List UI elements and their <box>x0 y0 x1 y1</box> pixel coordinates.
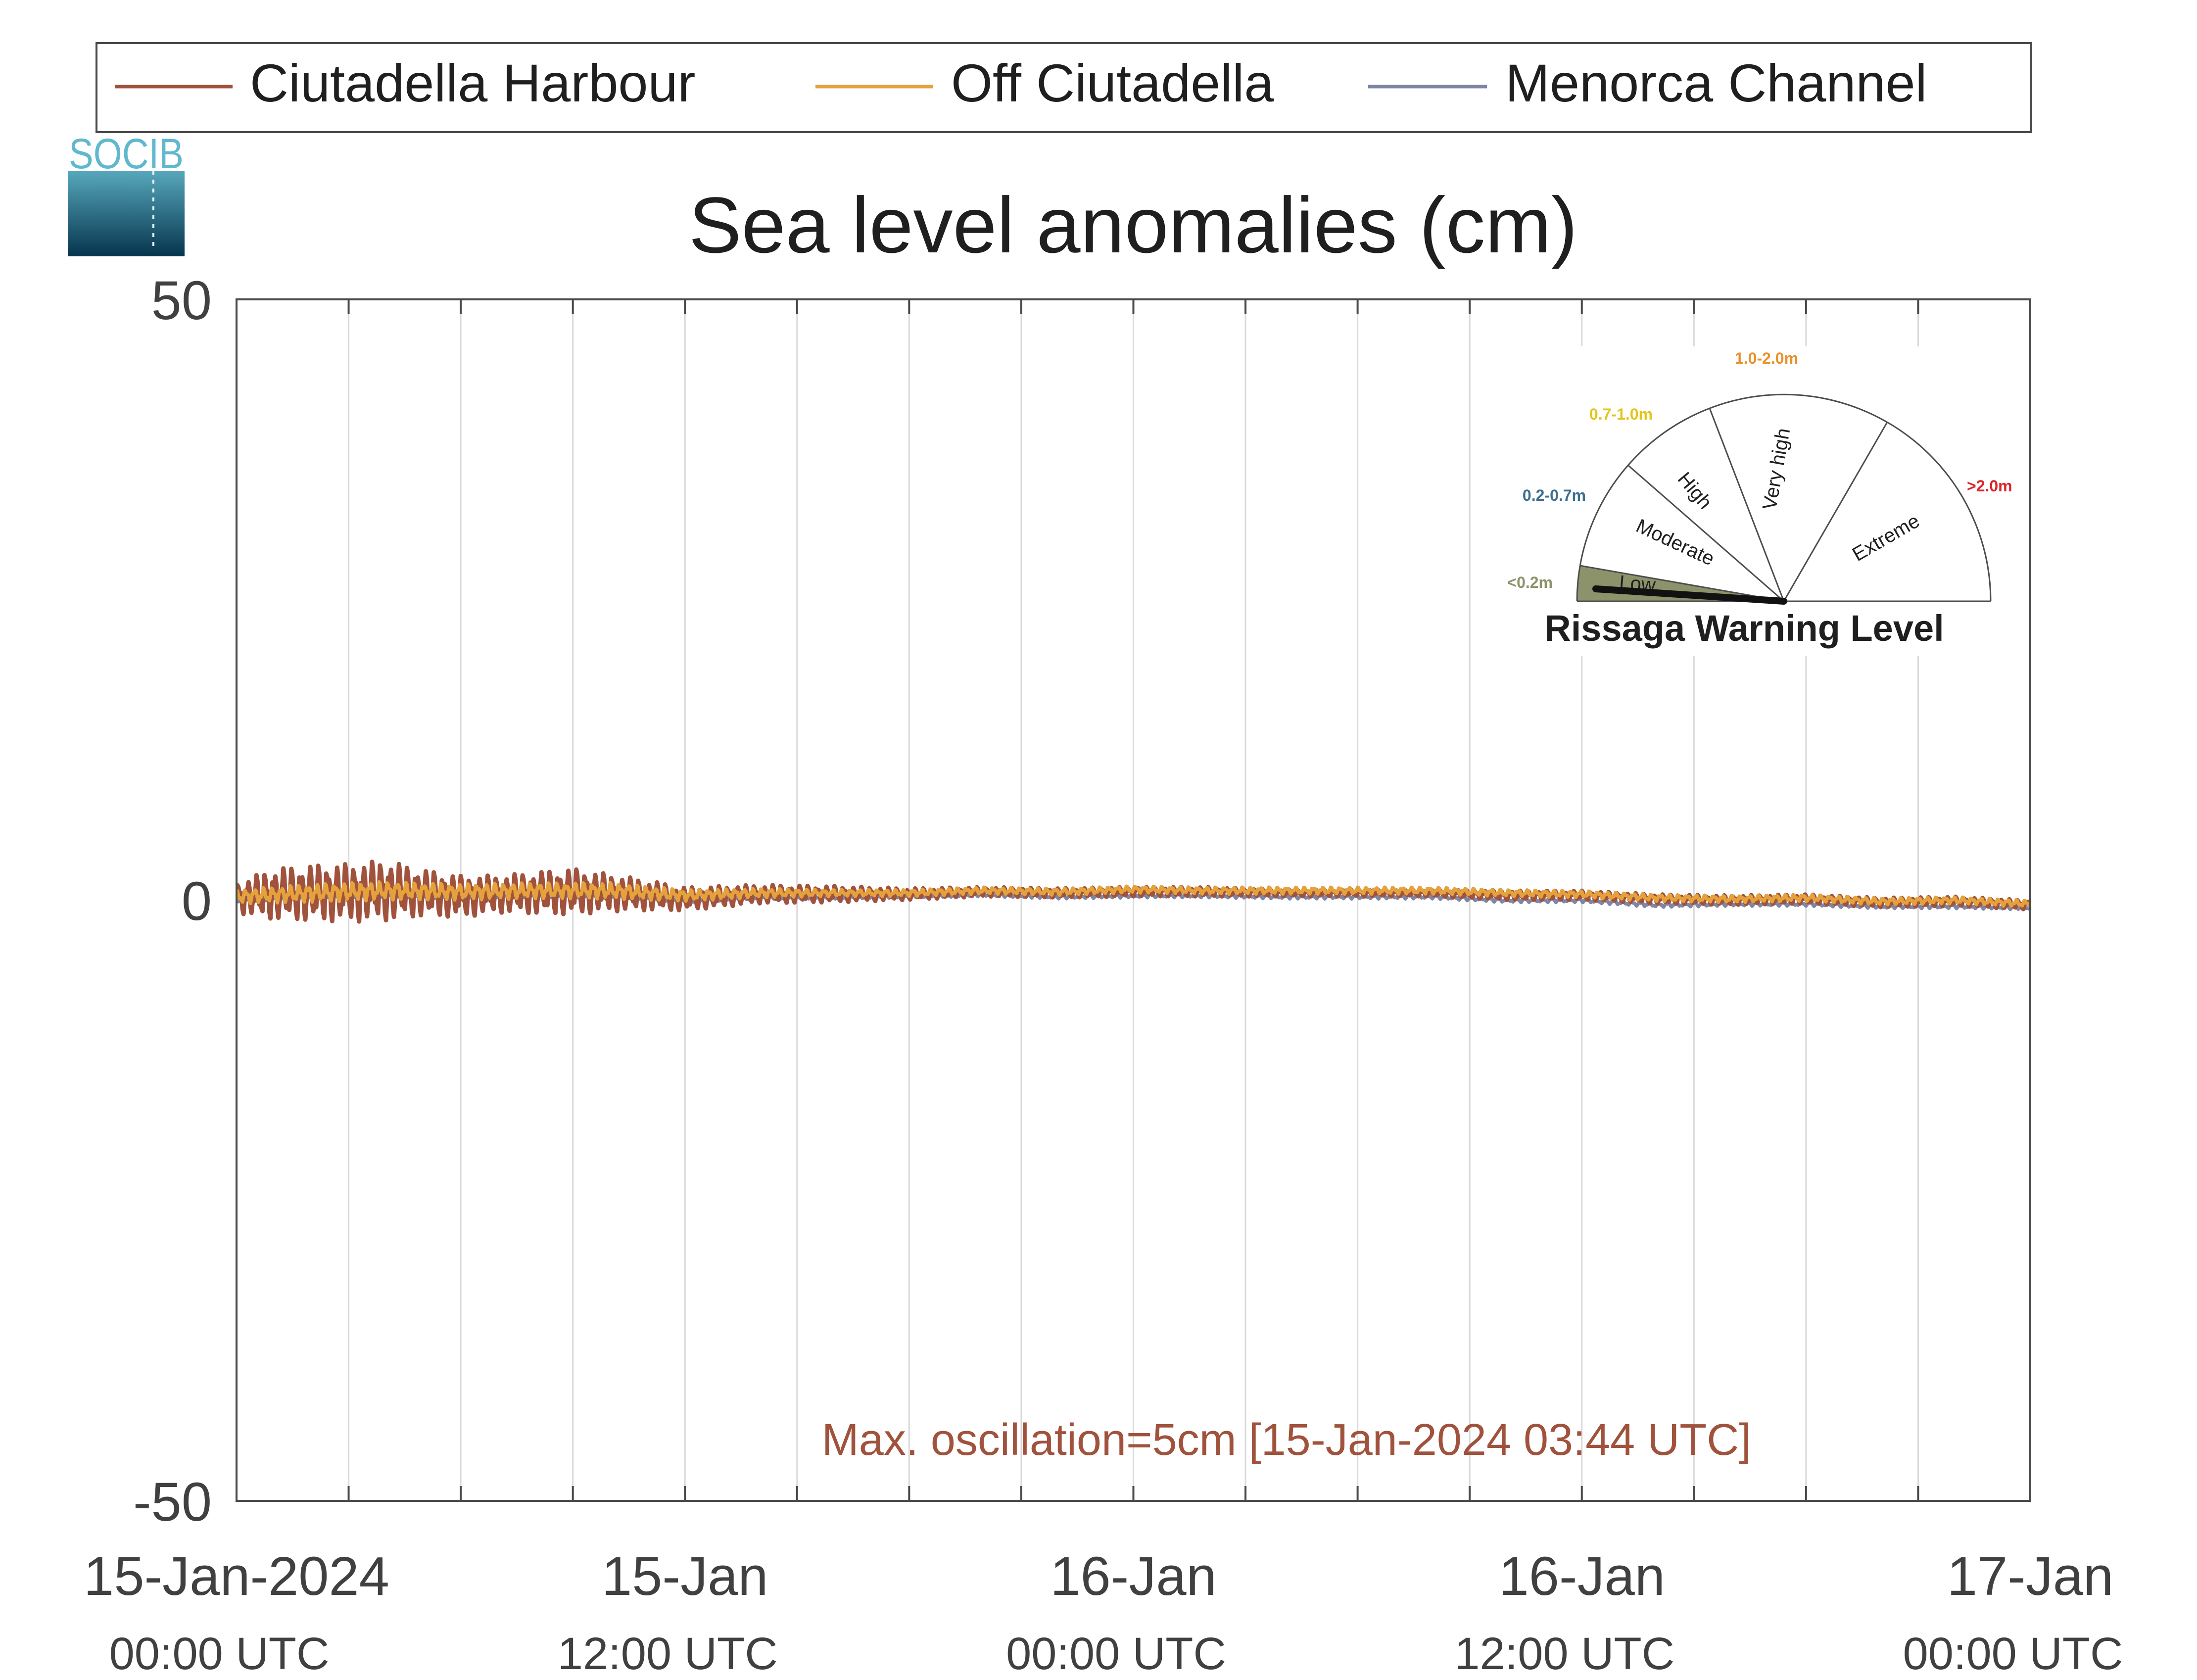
logo-mark <box>68 162 185 256</box>
x-tick-date-label: 16-Jan <box>1499 1546 1665 1607</box>
gauge-range-label: <0.2m <box>1507 574 1553 591</box>
gauge-range-label: 0.2-0.7m <box>1523 486 1586 504</box>
gauge-range-label: 0.7-1.0m <box>1589 405 1653 423</box>
x-axis: 15-Jan-2024 00:00 UTC 15-Jan 12:00 UTC 16-Ja… <box>84 1546 2123 1679</box>
legend: Ciutadella Harbour Off Ciutadella Menorc… <box>96 42 2032 133</box>
x-tick-date-label: 15-Jan-2024 <box>84 1546 389 1607</box>
legend-label: Menorca Channel <box>1505 53 1927 113</box>
rissaga-warning-gauge: Low Moderate High Very high Extreme <0.2… <box>1493 346 2028 656</box>
x-tick-time-label: 12:00 UTC <box>558 1629 778 1679</box>
plot-frame <box>236 298 2031 1502</box>
legend-entry: Off Ciutadella <box>815 53 1274 113</box>
gauge-background <box>1493 346 2028 656</box>
series-layer <box>237 860 2030 924</box>
legend-entry: Ciutadella Harbour <box>115 53 696 113</box>
logo-text: SOCIB <box>69 130 184 178</box>
x-tick-time-label: 00:00 UTC <box>109 1629 330 1679</box>
x-tick-date-label: 15-Jan <box>602 1546 768 1607</box>
max-oscillation-annotation: Max. oscillation=5cm [15-Jan-2024 03:44 … <box>822 1415 1751 1465</box>
x-tick-time-label: 00:00 UTC <box>1006 1629 1226 1679</box>
x-tick-date-label: 17-Jan <box>1947 1546 2113 1607</box>
gauge-needle <box>1592 585 1787 605</box>
chart-title: Sea level anomalies (cm) <box>689 181 1577 269</box>
y-tick-label: 50 <box>151 270 212 331</box>
x-tick-date-label: 16-Jan <box>1050 1546 1216 1607</box>
socib-logo: SOCIB <box>68 130 185 256</box>
x-tick-time-label: 12:00 UTC <box>1454 1629 1674 1679</box>
gauge-title: Rissaga Warning Level <box>1544 608 1944 649</box>
legend-entry: Menorca Channel <box>1368 53 1927 113</box>
gauge-range-label: >2.0m <box>1967 477 2012 495</box>
legend-label: Off Ciutadella <box>951 53 1274 113</box>
series-line-off-ciutadella <box>237 880 2030 909</box>
y-axis: -50 0 50 <box>133 270 212 1533</box>
y-tick-label: -50 <box>133 1472 212 1533</box>
gauge-range-label: 1.0-2.0m <box>1735 349 1798 367</box>
legend-label: Ciutadella Harbour <box>250 53 696 113</box>
legend-box <box>96 42 2032 133</box>
x-tick-time-label: 00:00 UTC <box>1903 1629 2123 1679</box>
y-tick-label: 0 <box>182 871 212 932</box>
